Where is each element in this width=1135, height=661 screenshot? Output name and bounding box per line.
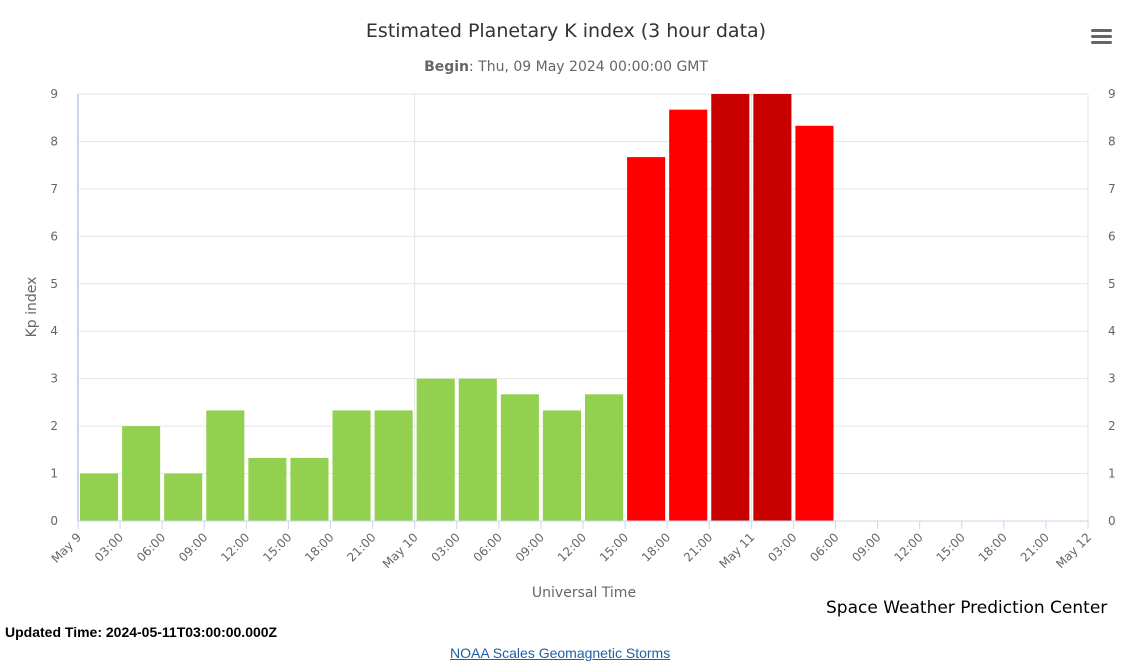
kp-bar (585, 394, 624, 521)
y-tick-label-left: 1 (50, 467, 58, 481)
x-tick-label: 12:00 (555, 530, 589, 564)
credit-text: Space Weather Prediction Center (826, 598, 1108, 618)
x-tick-label: 03:00 (92, 530, 126, 564)
kp-bar (122, 426, 161, 521)
x-tick-label: 21:00 (1018, 530, 1052, 564)
updated-time: Updated Time: 2024-05-11T03:00:00.000Z (5, 624, 277, 640)
kp-bar (458, 378, 497, 521)
y-tick-label-right: 4 (1108, 324, 1116, 338)
chart-title: Estimated Planetary K index (3 hour data… (366, 20, 766, 42)
kp-bar (374, 410, 413, 521)
y-tick-label-right: 2 (1108, 419, 1116, 433)
kp-bar (290, 457, 329, 521)
kp-bar (164, 473, 203, 521)
x-tick-label: 09:00 (513, 530, 547, 564)
updated-label: Updated Time: (5, 624, 102, 640)
kp-bar (248, 457, 287, 521)
x-tick-label: 18:00 (976, 530, 1010, 564)
y-tick-label-right: 5 (1108, 277, 1116, 291)
x-tick-label: 06:00 (807, 530, 841, 564)
x-tick-label: 15:00 (597, 530, 631, 564)
hamburger-menu-icon[interactable] (1090, 27, 1114, 47)
x-tick-label: 12:00 (218, 530, 252, 564)
y-tick-label-right: 3 (1108, 372, 1116, 386)
x-tick-label: 18:00 (639, 530, 673, 564)
x-axis-title: Universal Time (532, 585, 636, 601)
y-tick-label-left: 0 (50, 514, 58, 528)
x-tick-label: 09:00 (176, 530, 210, 564)
x-tick-label: 06:00 (471, 530, 505, 564)
x-tick-label: May 10 (380, 530, 421, 571)
x-tick-label: May 12 (1053, 530, 1094, 571)
x-tick-label: 21:00 (681, 530, 715, 564)
kp-bar (542, 410, 581, 521)
x-tick-label: 06:00 (134, 530, 168, 564)
x-tick-label: 03:00 (429, 530, 463, 564)
y-tick-label-right: 0 (1108, 514, 1116, 528)
y-tick-label-right: 8 (1108, 134, 1116, 148)
y-tick-label-left: 5 (50, 277, 58, 291)
y-tick-label-right: 7 (1108, 182, 1116, 196)
noaa-scales-link[interactable]: NOAA Scales Geomagnetic Storms (450, 645, 671, 661)
y-tick-label-left: 6 (50, 229, 58, 243)
y-tick-label-left: 8 (50, 134, 58, 148)
x-tick-label: 12:00 (891, 530, 925, 564)
kp-bar (416, 378, 455, 521)
kp-bar (753, 94, 792, 521)
x-tick-label: 21:00 (344, 530, 378, 564)
kp-bar (627, 157, 666, 521)
y-axis-title: Kp index (24, 277, 40, 338)
y-tick-label-left: 7 (50, 182, 58, 196)
x-tick-label: May 9 (49, 530, 85, 566)
kp-bar (711, 94, 750, 521)
kp-bar (500, 394, 539, 521)
updated-value: 2024-05-11T03:00:00.000Z (105, 624, 278, 640)
y-tick-label-left: 3 (50, 372, 58, 386)
x-tick-label: 15:00 (934, 530, 968, 564)
x-tick-label: 09:00 (849, 530, 883, 564)
y-tick-label-right: 1 (1108, 467, 1116, 481)
y-tick-label-left: 4 (50, 324, 58, 338)
x-tick-label: 15:00 (260, 530, 294, 564)
kp-bar (669, 109, 708, 521)
kp-bar (206, 410, 245, 521)
y-tick-label-left: 2 (50, 419, 58, 433)
kp-bar (332, 410, 371, 521)
y-tick-label-right: 6 (1108, 229, 1116, 243)
y-tick-label-left: 9 (50, 87, 58, 101)
x-tick-label: May 11 (717, 530, 758, 571)
y-tick-label-right: 9 (1108, 87, 1116, 101)
kp-bar (80, 473, 119, 521)
x-tick-label: 18:00 (302, 530, 336, 564)
x-tick-label: 03:00 (765, 530, 799, 564)
chart-subtitle: Begin: Thu, 09 May 2024 00:00:00 GMT (424, 59, 708, 75)
kp-bar (795, 125, 834, 521)
